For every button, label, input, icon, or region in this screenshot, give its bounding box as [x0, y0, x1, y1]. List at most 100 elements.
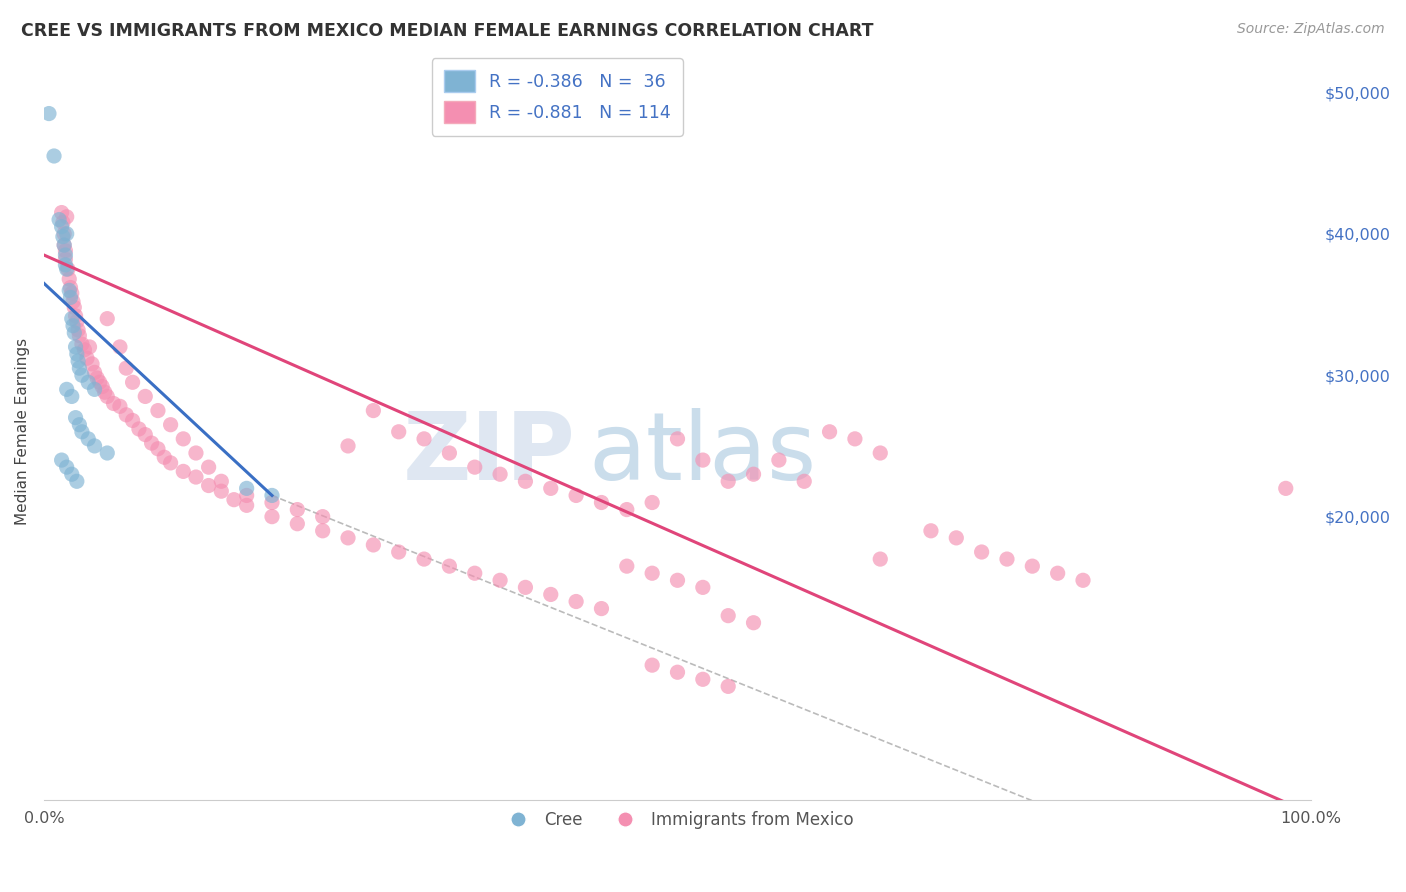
Point: [55, 252, 77, 267]
Point: [42, 149, 65, 163]
Point: [616, 502, 638, 516]
Point: [197, 460, 219, 475]
Point: [55, 262, 77, 277]
Point: [616, 559, 638, 574]
Point: [83, 365, 105, 379]
Point: [134, 389, 156, 403]
Point: [717, 679, 740, 693]
Point: [96, 311, 118, 326]
Point: [134, 427, 156, 442]
Point: [235, 481, 257, 495]
Point: [540, 587, 562, 601]
Legend: Cree, Immigrants from Mexico: Cree, Immigrants from Mexico: [495, 804, 860, 835]
Point: [717, 475, 740, 489]
Point: [337, 439, 360, 453]
Point: [70, 368, 93, 383]
Point: [565, 488, 588, 502]
Point: [312, 524, 335, 538]
Point: [76, 351, 98, 366]
Point: [93, 385, 115, 400]
Point: [869, 552, 891, 566]
Y-axis label: Median Female Earnings: Median Female Earnings: [15, 338, 30, 525]
Point: [146, 403, 169, 417]
Point: [55, 210, 77, 224]
Point: [67, 323, 90, 337]
Point: [63, 326, 86, 340]
Point: [742, 467, 765, 482]
Point: [63, 301, 86, 315]
Point: [52, 215, 75, 229]
Point: [53, 238, 76, 252]
Point: [70, 425, 93, 439]
Point: [666, 574, 689, 588]
Point: [59, 280, 82, 294]
Point: [62, 294, 84, 309]
Point: [59, 290, 82, 304]
Point: [51, 205, 73, 219]
Point: [388, 425, 411, 439]
Point: [209, 475, 232, 489]
Point: [115, 408, 138, 422]
Point: [717, 608, 740, 623]
Point: [51, 453, 73, 467]
Point: [337, 531, 360, 545]
Point: [995, 552, 1018, 566]
Point: [260, 495, 283, 509]
Point: [197, 478, 219, 492]
Point: [121, 413, 143, 427]
Point: [945, 531, 967, 545]
Point: [540, 481, 562, 495]
Point: [641, 658, 664, 673]
Point: [108, 400, 131, 414]
Point: [128, 422, 150, 436]
Point: [65, 309, 87, 323]
Point: [641, 566, 664, 581]
Point: [55, 244, 77, 258]
Point: [565, 594, 588, 608]
Point: [96, 389, 118, 403]
Point: [869, 446, 891, 460]
Point: [184, 470, 207, 484]
Point: [58, 272, 80, 286]
Point: [1046, 566, 1069, 581]
Point: [413, 552, 436, 566]
Text: ZIP: ZIP: [404, 408, 576, 500]
Point: [159, 456, 181, 470]
Point: [591, 495, 613, 509]
Point: [79, 340, 101, 354]
Point: [312, 509, 335, 524]
Point: [60, 389, 83, 403]
Point: [692, 453, 714, 467]
Point: [55, 383, 77, 397]
Point: [818, 425, 841, 439]
Point: [285, 502, 308, 516]
Point: [55, 460, 77, 475]
Point: [73, 343, 96, 357]
Point: [66, 314, 89, 328]
Point: [67, 354, 90, 368]
Point: [768, 453, 790, 467]
Point: [146, 442, 169, 456]
Point: [53, 238, 76, 252]
Point: [56, 262, 79, 277]
Point: [464, 460, 486, 475]
Point: [89, 376, 111, 390]
Point: [222, 492, 245, 507]
Point: [515, 580, 537, 594]
Point: [51, 219, 73, 234]
Point: [260, 509, 283, 524]
Point: [83, 439, 105, 453]
Point: [439, 559, 461, 574]
Point: [77, 376, 100, 390]
Point: [920, 524, 942, 538]
Point: [666, 665, 689, 680]
Point: [172, 432, 194, 446]
Point: [67, 361, 90, 376]
Point: [83, 383, 105, 397]
Point: [1274, 481, 1296, 495]
Point: [1021, 559, 1043, 574]
Point: [58, 284, 80, 298]
Point: [55, 227, 77, 241]
Point: [489, 467, 512, 482]
Point: [153, 450, 176, 465]
